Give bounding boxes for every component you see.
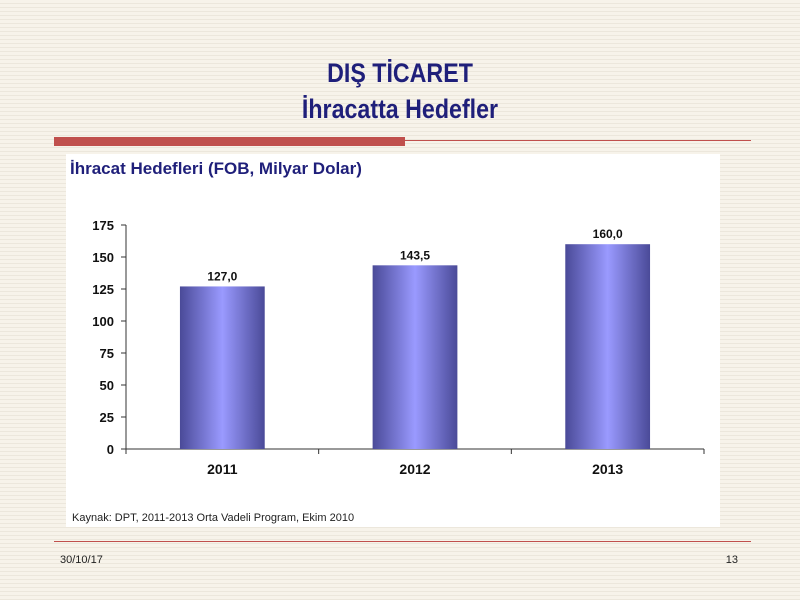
page-number: 13 (725, 554, 738, 566)
y-tick-label: 175 (92, 218, 114, 233)
y-tick-label: 50 (100, 378, 114, 393)
x-tick-label: 2011 (207, 461, 238, 477)
y-tick-label: 100 (92, 314, 114, 329)
y-tick-label: 75 (100, 346, 114, 361)
x-tick-label: 2012 (399, 461, 430, 477)
chart-title: İhracat Hedefleri (FOB, Milyar Dolar) (70, 159, 362, 178)
chart-source-note: Kaynak: DPT, 2011-2013 Orta Vadeli Progr… (72, 512, 354, 524)
slide-subtitle: İhracatta Hedefler (301, 94, 499, 124)
y-tick-label: 0 (107, 442, 114, 457)
bar (372, 265, 458, 449)
slide-title: DIŞ TİCARET (327, 58, 473, 88)
chart-panel: İhracat Hedefleri (FOB, Milyar Dolar) Ka… (66, 154, 720, 527)
title-underline-thick (54, 137, 405, 146)
y-tick-label: 25 (100, 410, 114, 425)
y-tick-label: 150 (92, 250, 114, 265)
y-tick-label: 125 (92, 282, 114, 297)
footer-divider (54, 541, 751, 542)
title-underline-thin (405, 140, 751, 141)
bar-value-label: 127,0 (207, 269, 237, 283)
bar (179, 286, 265, 449)
bar-value-label: 143,5 (400, 248, 430, 262)
bar-chart: İhracat Hedefleri (FOB, Milyar Dolar) Ka… (70, 159, 705, 524)
bar (565, 244, 651, 449)
x-tick-label: 2013 (592, 461, 623, 477)
footer-date: 30/10/17 (60, 554, 103, 566)
bar-value-label: 160,0 (593, 227, 623, 241)
